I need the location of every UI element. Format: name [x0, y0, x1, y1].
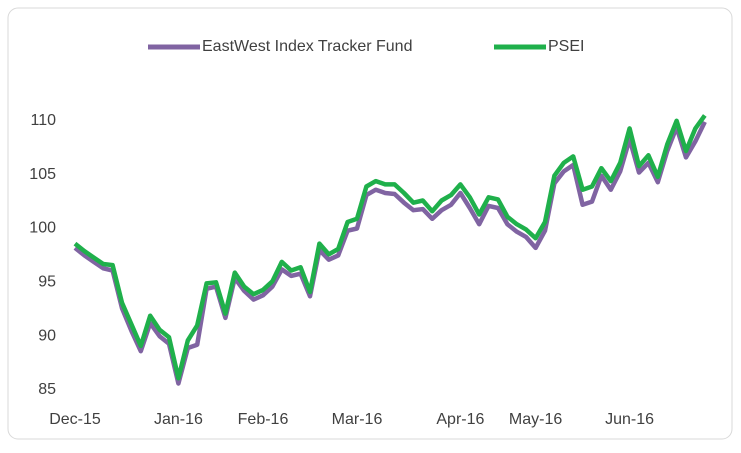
y-tick-label: 105	[29, 166, 56, 183]
series-line	[73, 114, 707, 381]
y-tick-label: 90	[38, 327, 56, 344]
x-tick-label: May-16	[509, 411, 562, 428]
y-tick-label: 100	[29, 220, 56, 237]
y-tick-label: 85	[38, 381, 56, 398]
x-tick-label: Jun-16	[605, 411, 654, 428]
x-tick-label: Mar-16	[332, 411, 383, 428]
y-tick-label: 110	[30, 112, 56, 129]
x-tick-label: Dec-15	[49, 411, 101, 428]
x-tick-label: Apr-16	[436, 411, 484, 428]
x-tick-label: Jan-16	[154, 411, 203, 428]
legend-label: EastWest Index Tracker Fund	[202, 38, 412, 55]
legend-label: PSEI	[548, 38, 584, 55]
x-tick-label: Feb-16	[238, 411, 289, 428]
chart-frame	[7, 7, 733, 440]
y-tick-label: 95	[38, 274, 56, 291]
